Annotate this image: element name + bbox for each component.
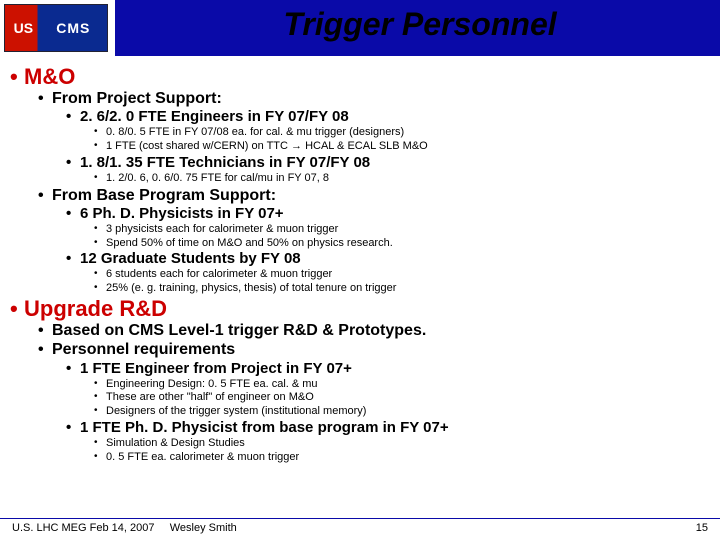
base-program-label: From Base Program Support:: [52, 187, 276, 204]
engineer-detail-3: Designers of the trigger system (institu…: [94, 405, 710, 419]
project-support: From Project Support: 2. 6/2. 0 FTE Engi…: [38, 89, 710, 185]
technicians-line: 1. 8/1. 35 FTE Technicians in FY 07/FY 0…: [66, 154, 710, 186]
physicists-line-text: 6 Ph. D. Physicists in FY 07+: [80, 205, 284, 222]
technicians-line-text: 1. 8/1. 35 FTE Technicians in FY 07/FY 0…: [80, 154, 370, 171]
footer-meeting: U.S. LHC MEG Feb 14, 2007: [12, 522, 154, 534]
engineers-detail-2: 1 FTE (cost shared w/CERN) on TTC → HCAL…: [94, 140, 710, 154]
physicist-detail-2: 0. 5 FTE ea. calorimeter & muon trigger: [94, 451, 710, 465]
footer-left: U.S. LHC MEG Feb 14, 2007 Wesley Smith: [12, 519, 237, 534]
project-support-label: From Project Support:: [52, 90, 222, 107]
grads-detail-2: 25% (e. g. training, physics, thesis) of…: [94, 282, 710, 296]
heading-mo-text: M&O: [24, 64, 75, 89]
header-band: US CMS Trigger Personnel: [0, 0, 720, 56]
us-cms-logo: US CMS: [4, 4, 108, 52]
engineer-line-text: 1 FTE Engineer from Project in FY 07+: [80, 360, 352, 377]
upgrade-b2: Personnel requirements 1 FTE Engineer fr…: [38, 340, 710, 464]
physicist-line-text: 1 FTE Ph. D. Physicist from base program…: [80, 419, 449, 436]
physicists-detail-2: Spend 50% of time on M&O and 50% on phys…: [94, 237, 710, 251]
engineers-detail-1: 0. 8/0. 5 FTE in FY 07/08 ea. for cal. &…: [94, 126, 710, 140]
slide-title: Trigger Personnel: [120, 6, 720, 43]
grads-line-text: 12 Graduate Students by FY 08: [80, 250, 301, 267]
engineer-line: 1 FTE Engineer from Project in FY 07+ En…: [66, 360, 710, 419]
engineers-line: 2. 6/2. 0 FTE Engineers in FY 07/FY 08 0…: [66, 108, 710, 154]
heading-upgrade-text: Upgrade R&D: [24, 296, 167, 321]
upgrade-b1: Based on CMS Level-1 trigger R&D & Proto…: [38, 321, 710, 340]
grads-line: 12 Graduate Students by FY 08 6 students…: [66, 250, 710, 296]
footer-page: 15: [696, 519, 708, 534]
logo-cms-text: CMS: [38, 20, 107, 36]
engineers-line-text: 2. 6/2. 0 FTE Engineers in FY 07/FY 08: [80, 108, 349, 125]
physicists-detail-1: 3 physicists each for calorimeter & muon…: [94, 223, 710, 237]
footer: U.S. LHC MEG Feb 14, 2007 Wesley Smith 1…: [0, 518, 720, 534]
logo-us-text: US: [5, 20, 38, 36]
upgrade-b2-text: Personnel requirements: [52, 341, 235, 358]
slide-content: M&O From Project Support: 2. 6/2. 0 FTE …: [0, 56, 720, 464]
engineer-detail-1: Engineering Design: 0. 5 FTE ea. cal. & …: [94, 378, 710, 392]
grads-detail-1: 6 students each for calorimeter & muon t…: [94, 268, 710, 282]
engineer-detail-2: These are other "half" of engineer on M&…: [94, 391, 710, 405]
heading-upgrade: Upgrade R&D Based on CMS Level-1 trigger…: [10, 296, 710, 464]
footer-author: Wesley Smith: [170, 522, 237, 534]
physicists-line: 6 Ph. D. Physicists in FY 07+ 3 physicis…: [66, 205, 710, 251]
slide-title-text: Trigger Personnel: [283, 6, 556, 42]
heading-mo: M&O From Project Support: 2. 6/2. 0 FTE …: [10, 64, 710, 296]
physicist-detail-1: Simulation & Design Studies: [94, 437, 710, 451]
technicians-detail-1: 1. 2/0. 6, 0. 6/0. 75 FTE for cal/mu in …: [94, 172, 710, 186]
base-program-support: From Base Program Support: 6 Ph. D. Phys…: [38, 186, 710, 296]
physicist-line: 1 FTE Ph. D. Physicist from base program…: [66, 419, 710, 465]
